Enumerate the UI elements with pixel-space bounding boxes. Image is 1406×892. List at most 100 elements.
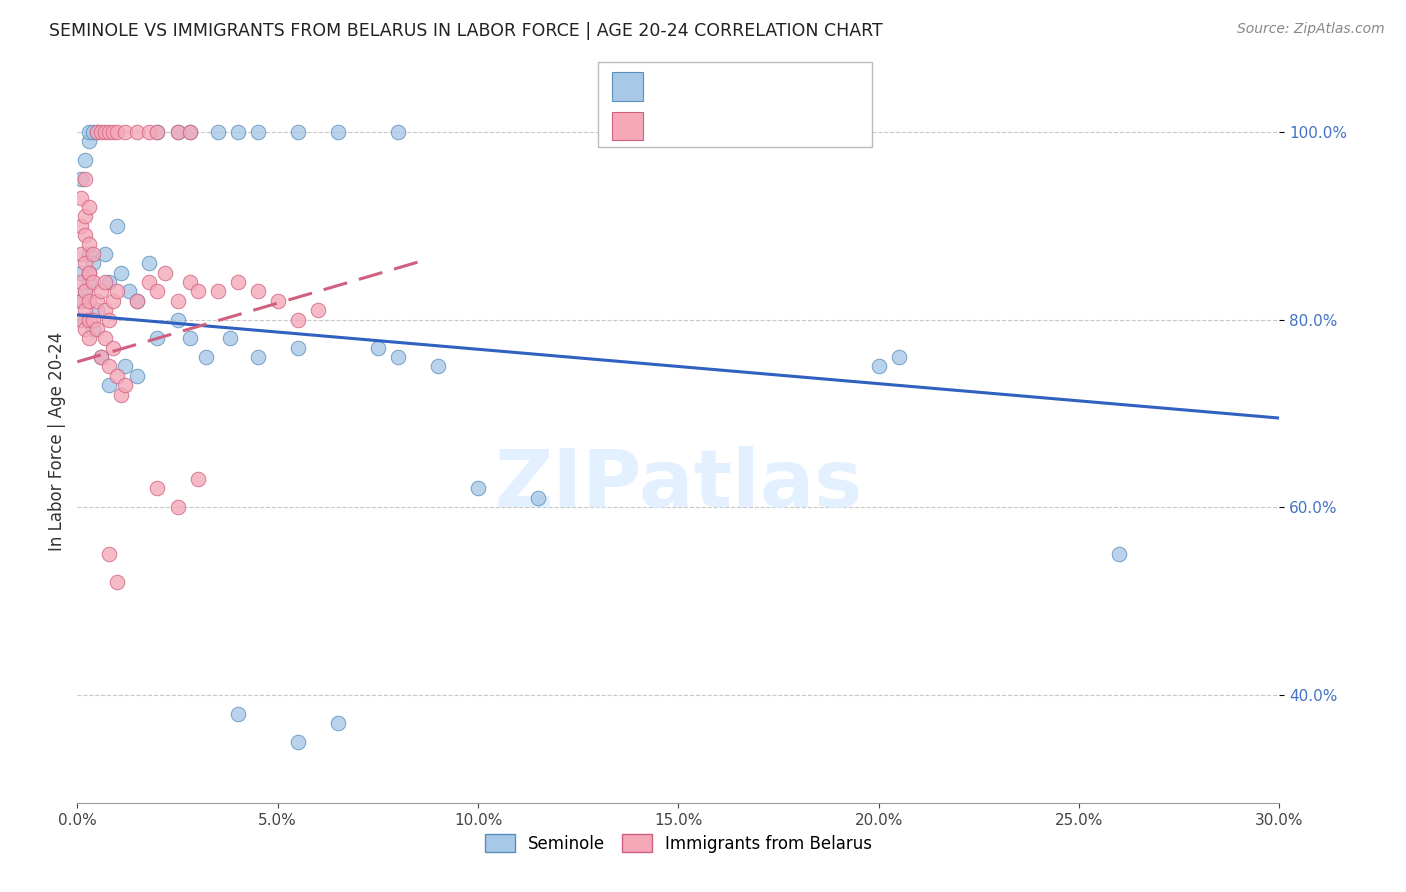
Point [75,171,97,186]
Point [868,359,890,374]
Point [179,125,201,139]
Point [75,285,97,299]
Point [86,293,108,308]
Point [287,735,309,749]
Point [75,153,97,167]
Point [79,293,101,308]
Point [107,368,129,383]
Point [75,285,97,299]
Point [226,706,249,721]
Point [70,275,93,289]
Point [79,247,101,261]
Point [70,312,93,326]
Point [75,322,97,336]
Point [1108,547,1130,561]
Point [114,125,136,139]
Point [287,312,309,326]
Point [90,350,112,364]
Point [138,125,160,139]
Point [226,125,249,139]
Point [186,285,209,299]
Point [94,275,117,289]
Point [179,331,201,345]
Point [246,125,269,139]
Point [86,322,108,336]
Legend: Seminole, Immigrants from Belarus: Seminole, Immigrants from Belarus [478,828,879,860]
Point [79,312,101,326]
Point [75,256,97,270]
Point [90,285,112,299]
Point [98,547,121,561]
Point [107,125,129,139]
Point [79,134,101,148]
Point [887,350,910,364]
Point [75,303,97,318]
Point [86,303,108,318]
Point [138,256,160,270]
Point [179,275,201,289]
Point [127,125,149,139]
Point [146,331,169,345]
Point [179,125,201,139]
Point [218,331,240,345]
Point [207,285,229,299]
Point [79,275,101,289]
Point [246,350,269,364]
Point [114,359,136,374]
Point [146,482,169,496]
Point [107,575,129,590]
Point [110,387,132,401]
Point [90,125,112,139]
Point [82,256,104,270]
Text: ZIPatlas: ZIPatlas [495,446,862,524]
Text: R =  0.275   N = 70: R = 0.275 N = 70 [651,117,842,135]
Point [107,285,129,299]
Point [166,312,188,326]
Point [79,237,101,252]
Point [94,247,117,261]
Point [127,368,149,383]
Point [326,125,349,139]
Text: Source: ZipAtlas.com: Source: ZipAtlas.com [1237,22,1385,37]
Point [86,125,108,139]
Point [326,716,349,731]
Point [103,125,125,139]
Text: R = -0.152   N = 54: R = -0.152 N = 54 [651,78,842,95]
Point [155,266,177,280]
Point [70,293,93,308]
Point [70,293,93,308]
Point [103,293,125,308]
Point [98,312,121,326]
Point [90,350,112,364]
Point [127,293,149,308]
Point [75,228,97,243]
Point [79,331,101,345]
Point [527,491,550,505]
Point [79,266,101,280]
Point [118,285,141,299]
Point [98,359,121,374]
Point [226,275,249,289]
Point [186,472,209,486]
Point [146,125,169,139]
Point [194,350,217,364]
Point [94,303,117,318]
Point [82,125,104,139]
Point [114,378,136,392]
Point [70,219,93,233]
Y-axis label: In Labor Force | Age 20-24: In Labor Force | Age 20-24 [48,332,66,551]
Point [79,200,101,214]
Point [246,285,269,299]
Point [98,275,121,289]
Point [138,275,160,289]
Point [94,125,117,139]
Point [387,350,409,364]
Point [86,125,108,139]
Point [79,125,101,139]
Point [287,341,309,355]
Text: SEMINOLE VS IMMIGRANTS FROM BELARUS IN LABOR FORCE | AGE 20-24 CORRELATION CHART: SEMINOLE VS IMMIGRANTS FROM BELARUS IN L… [49,22,883,40]
Point [98,125,121,139]
Point [467,482,489,496]
Point [103,341,125,355]
Point [70,171,93,186]
